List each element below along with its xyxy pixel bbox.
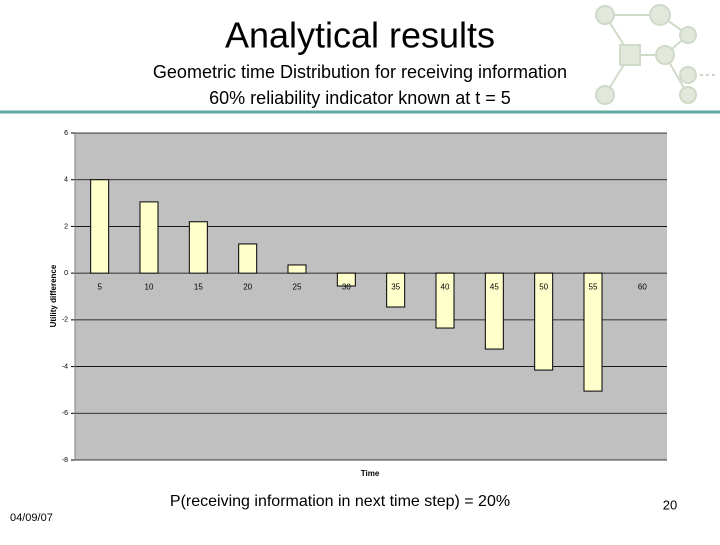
bar	[484, 272, 504, 350]
x-tick-label: 30	[342, 282, 351, 291]
x-tick-label: 45	[490, 282, 499, 291]
footer: P(receiving information in next time ste…	[170, 493, 510, 510]
bar	[139, 201, 159, 274]
x-tick-label: 55	[589, 282, 598, 291]
y-tick-label: 2	[64, 223, 68, 230]
x-tick-label: 5	[97, 282, 102, 291]
x-tick-label: 15	[194, 282, 203, 291]
subtitle: 60% reliability indicator known at t = 5	[209, 88, 511, 108]
bar	[386, 272, 406, 308]
x-tick-label: 60	[638, 282, 647, 291]
plot-area	[75, 133, 667, 460]
y-tick-label: 6	[64, 130, 68, 137]
bar	[238, 243, 258, 274]
y-axis-label: Utility difference	[49, 264, 58, 327]
slide-title: Analytical results	[225, 15, 495, 56]
y-tick-label: 0	[64, 270, 68, 277]
x-axis-label: Time	[361, 469, 380, 478]
subtitle: Geometric time Distribution for receivin…	[153, 62, 567, 82]
bar	[583, 272, 603, 392]
bar	[534, 272, 554, 371]
y-tick-label: -8	[62, 457, 68, 464]
bar	[336, 272, 356, 287]
x-tick-label: 40	[441, 282, 450, 291]
x-tick-label: 20	[243, 282, 252, 291]
y-tick-label: -2	[62, 317, 68, 324]
x-tick-label: 50	[539, 282, 548, 291]
date: 04/09/07	[10, 512, 53, 524]
page-number: 20	[663, 497, 677, 512]
y-tick-label: 4	[64, 177, 68, 184]
bar	[435, 272, 455, 329]
bar	[287, 264, 307, 274]
bar	[188, 221, 208, 274]
x-tick-label: 25	[293, 282, 302, 291]
x-tick-label: 10	[145, 282, 154, 291]
bar	[90, 179, 110, 274]
y-tick-label: -6	[62, 410, 68, 417]
y-tick-label: -4	[62, 363, 68, 370]
x-tick-label: 35	[391, 282, 400, 291]
logo	[595, 4, 715, 105]
